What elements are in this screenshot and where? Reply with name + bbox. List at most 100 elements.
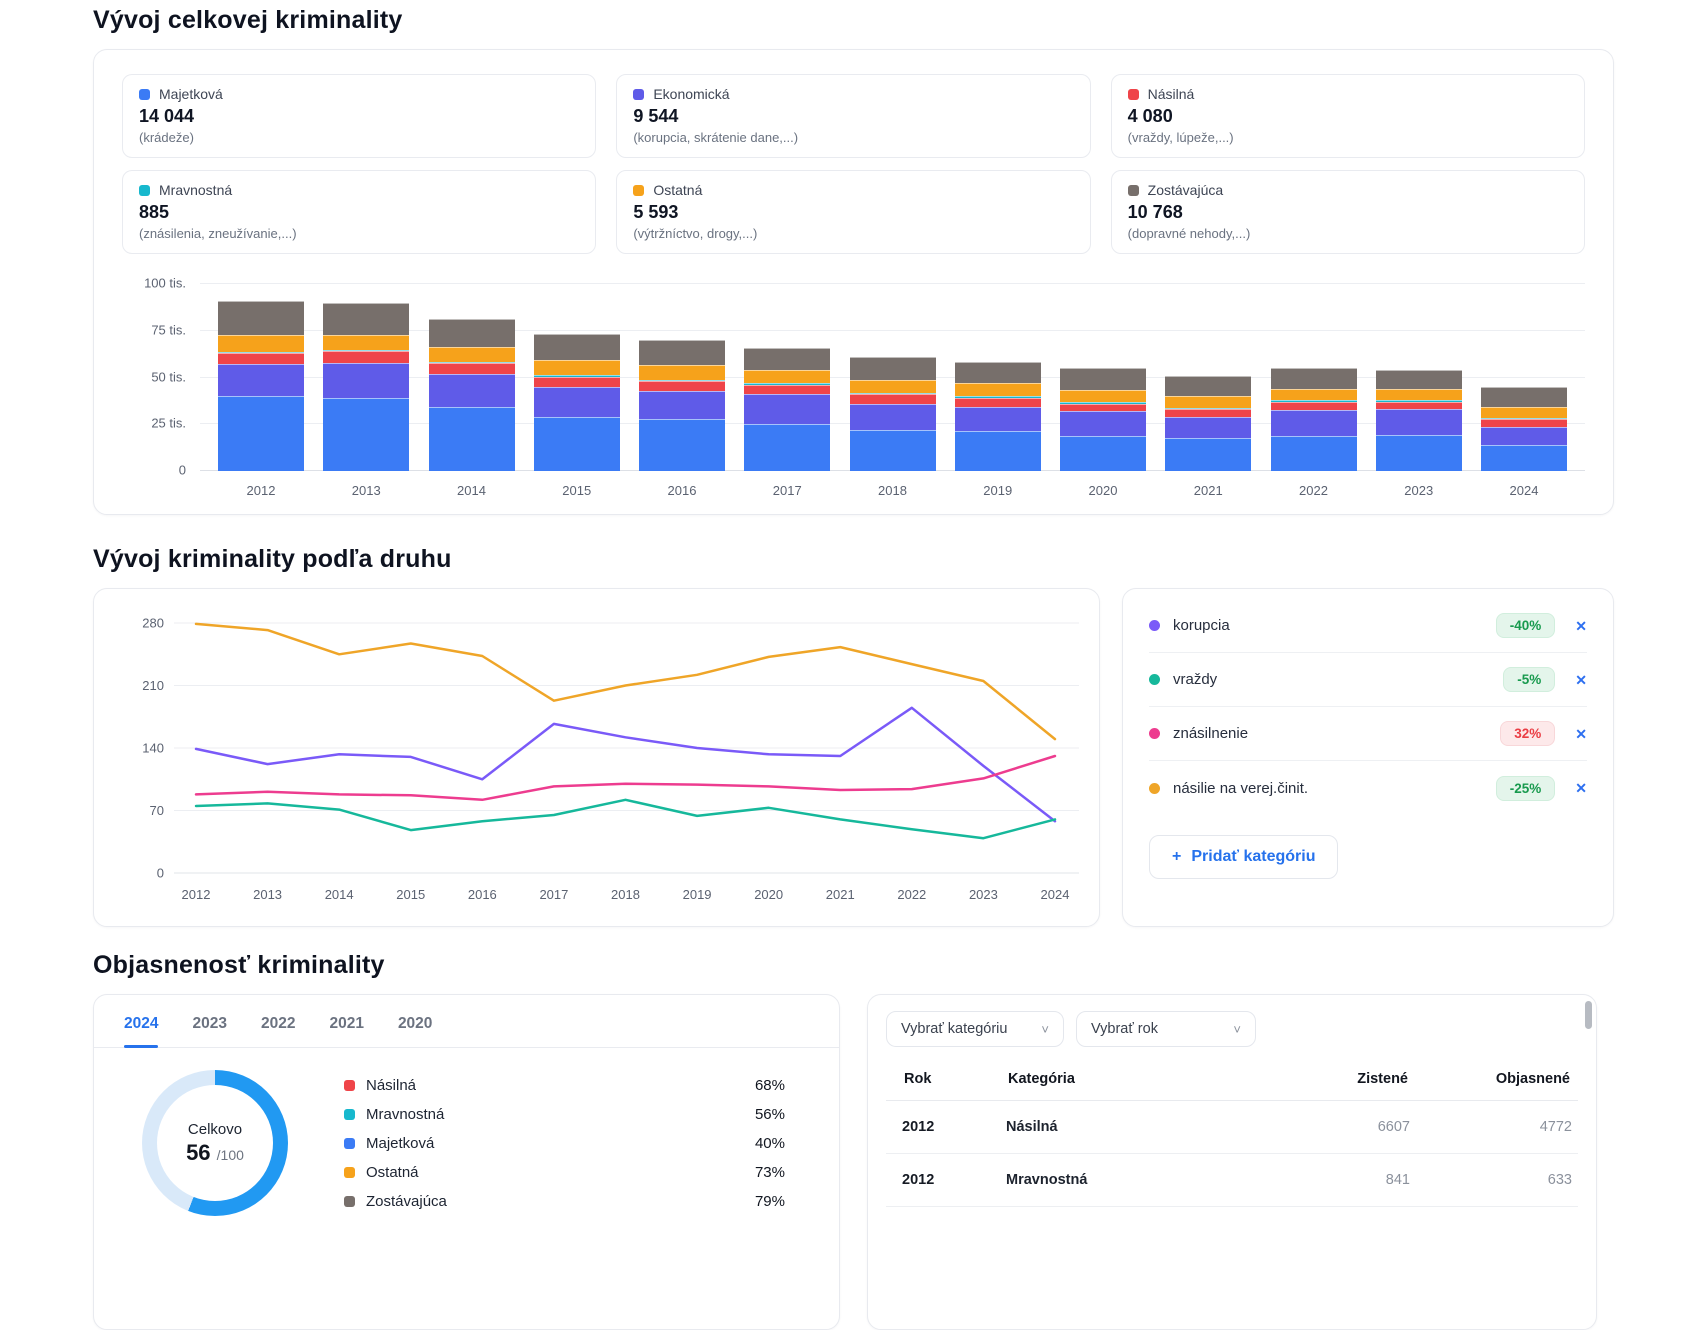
tab-2021[interactable]: 2021 (329, 1015, 364, 1032)
bar-segment (1481, 386, 1567, 408)
legend-row-vrazdy: vraždy -5% ✕ (1149, 653, 1587, 707)
mravnostna-swatch-icon (139, 184, 150, 196)
legend-label: korupcia (1173, 617, 1230, 634)
pct-label: Mravnostná (366, 1105, 445, 1123)
bar-segment (744, 424, 831, 471)
svg-text:2021: 2021 (826, 887, 855, 902)
stat-value: 10 768 (1127, 202, 1183, 222)
bar-segment (849, 357, 936, 380)
korupcia-dot-icon (1149, 620, 1160, 631)
bar-x-tick-label: 2018 (878, 483, 907, 498)
pct-label: Násilná (366, 1076, 417, 1094)
category-legend-card: korupcia -40% ✕ vraždy -5% ✕ znásilnenie… (1122, 588, 1614, 927)
stat-sub: (vraždy, lúpeže,...) (1127, 130, 1234, 145)
remove-category-icon[interactable]: ✕ (1575, 617, 1587, 634)
stat-sub: (krádeže) (139, 130, 194, 145)
bar-segment (1481, 444, 1567, 471)
bar-segment (218, 334, 304, 352)
header-kategoria: Kategória (1008, 1071, 1075, 1087)
svg-text:2024: 2024 (1041, 887, 1070, 902)
cell-kategoria: Mravnostná (1006, 1172, 1088, 1188)
add-category-label: Pridať kategóriu (1191, 848, 1316, 865)
remove-category-icon[interactable]: ✕ (1575, 671, 1587, 688)
bar-segment (1165, 409, 1252, 417)
pct-label: Majetková (366, 1134, 435, 1152)
bar-segment (1165, 375, 1252, 397)
bar-segment (744, 384, 831, 395)
bar-segment (1375, 388, 1462, 400)
legend-row-znasilnenie: znásilnenie 32% ✕ (1149, 707, 1587, 761)
tab-2023[interactable]: 2023 (192, 1015, 227, 1032)
tab-2022[interactable]: 2022 (260, 1015, 296, 1032)
bar-segment (323, 351, 410, 363)
svg-text:70: 70 (150, 803, 164, 818)
svg-text:2015: 2015 (396, 887, 425, 902)
remove-category-icon[interactable]: ✕ (1575, 780, 1587, 796)
clearance-table-card: Vybrať kategóriu ˅ Vybrať rok ˅ Rok Kate… (867, 994, 1597, 1330)
bar-segment (744, 347, 831, 371)
stat-label: Mravnostná (159, 182, 233, 198)
bar-x-tick-label: 2017 (772, 483, 802, 498)
cell-objasnene: 4772 (1539, 1119, 1572, 1135)
bar-segment (1375, 401, 1462, 410)
table-filters: Vybrať kategóriu ˅ Vybrať rok ˅ (886, 1011, 1578, 1047)
bar-segment (639, 390, 725, 419)
svg-text:2022: 2022 (897, 887, 926, 902)
bar-segment (323, 302, 410, 335)
legend-label: znásilnenie (1173, 725, 1249, 742)
bar-segment (1165, 396, 1252, 408)
stat-value: 5 593 (633, 202, 679, 222)
donut-value: 56 /100 (186, 1140, 244, 1166)
clearance-percentage-list: Násilná 68% Mravnostná 56% Majetková 40% (344, 1071, 799, 1216)
bar-segment (1060, 436, 1146, 471)
bar-segment (849, 429, 936, 471)
year-select[interactable]: Vybrať rok ˅ (1076, 1011, 1256, 1047)
legend-row-korupcia: korupcia -40% ✕ (1149, 599, 1587, 653)
bar-segment (218, 351, 304, 354)
stat-card-ekonomicka: Ekonomická 9 544 (korupcia, skrátenie da… (616, 74, 1091, 158)
svg-text:2019: 2019 (683, 887, 712, 902)
tab-2020[interactable]: 2020 (397, 1015, 433, 1032)
bar-segment (533, 333, 620, 361)
bar-x-axis-labels: 2012 2013 2014 2015 2016 2017 2018 2019 2020 2021… (200, 483, 1585, 498)
bar-segment (954, 396, 1041, 399)
line-chart-svg: 280 210 140 70 0 2012 2013 2014 2015 2016 2017 2018… (142, 616, 1079, 902)
bar-segment (1060, 403, 1146, 412)
by-type-section-title: Vývoj kriminality podľa druhu (93, 545, 452, 573)
stat-label: Ostatná (653, 182, 703, 198)
bar-x-tick-label: 2021 (1193, 483, 1223, 498)
bar-gridline: 100 tis. (144, 276, 1585, 291)
pct-label: Zostávajúca (366, 1192, 447, 1210)
add-category-button[interactable]: + Pridať kategóriu (1149, 835, 1339, 879)
bar-segment (1270, 436, 1357, 471)
category-select[interactable]: Vybrať kategóriu ˅ (886, 1011, 1064, 1047)
bar-segment (1165, 416, 1252, 439)
change-badge: 32% (1500, 721, 1556, 746)
bar-segment (954, 406, 1041, 431)
change-badge: -5% (1503, 667, 1556, 692)
donut-max: /100 (216, 1146, 244, 1163)
bar-plot: 100 tis. 75 tis. 50 tis. 25 tis. 0 (144, 276, 1585, 478)
bar-x-tick-label: 2024 (1509, 483, 1539, 498)
bar-segment (744, 370, 831, 384)
cell-zistene: 841 (1385, 1172, 1410, 1188)
nasilie-dot-icon (1149, 782, 1160, 794)
bar-segment (533, 375, 620, 377)
table-scrollbar[interactable] (1585, 1001, 1592, 1029)
bar-segment (1165, 438, 1252, 471)
vrazdy-dot-icon (1149, 674, 1160, 685)
tab-2024[interactable]: 2024 (124, 1015, 159, 1048)
donut-score: 56 (186, 1139, 211, 1165)
bar-x-tick-label: 2014 (457, 483, 486, 498)
majetkova-swatch-icon (139, 88, 150, 100)
stat-label: Zostávajúca (1147, 182, 1224, 198)
table-row: 2012 Násilná 6607 4772 (886, 1101, 1578, 1154)
bar-segment (428, 361, 515, 364)
zostavajuca-swatch-icon (1127, 184, 1139, 196)
remove-category-icon[interactable]: ✕ (1575, 725, 1587, 742)
bar-2015 (533, 333, 620, 471)
year-select-value: Vybrať rok (1091, 1021, 1158, 1037)
stat-card-ostatna: Ostatná 5 593 (výtržníctvo, drogy,...) (616, 170, 1091, 254)
bar-segment (849, 379, 936, 393)
stacked-bar-chart: 100 tis. 75 tis. 50 tis. 25 tis. 0 2012 2013 2… (122, 276, 1585, 498)
